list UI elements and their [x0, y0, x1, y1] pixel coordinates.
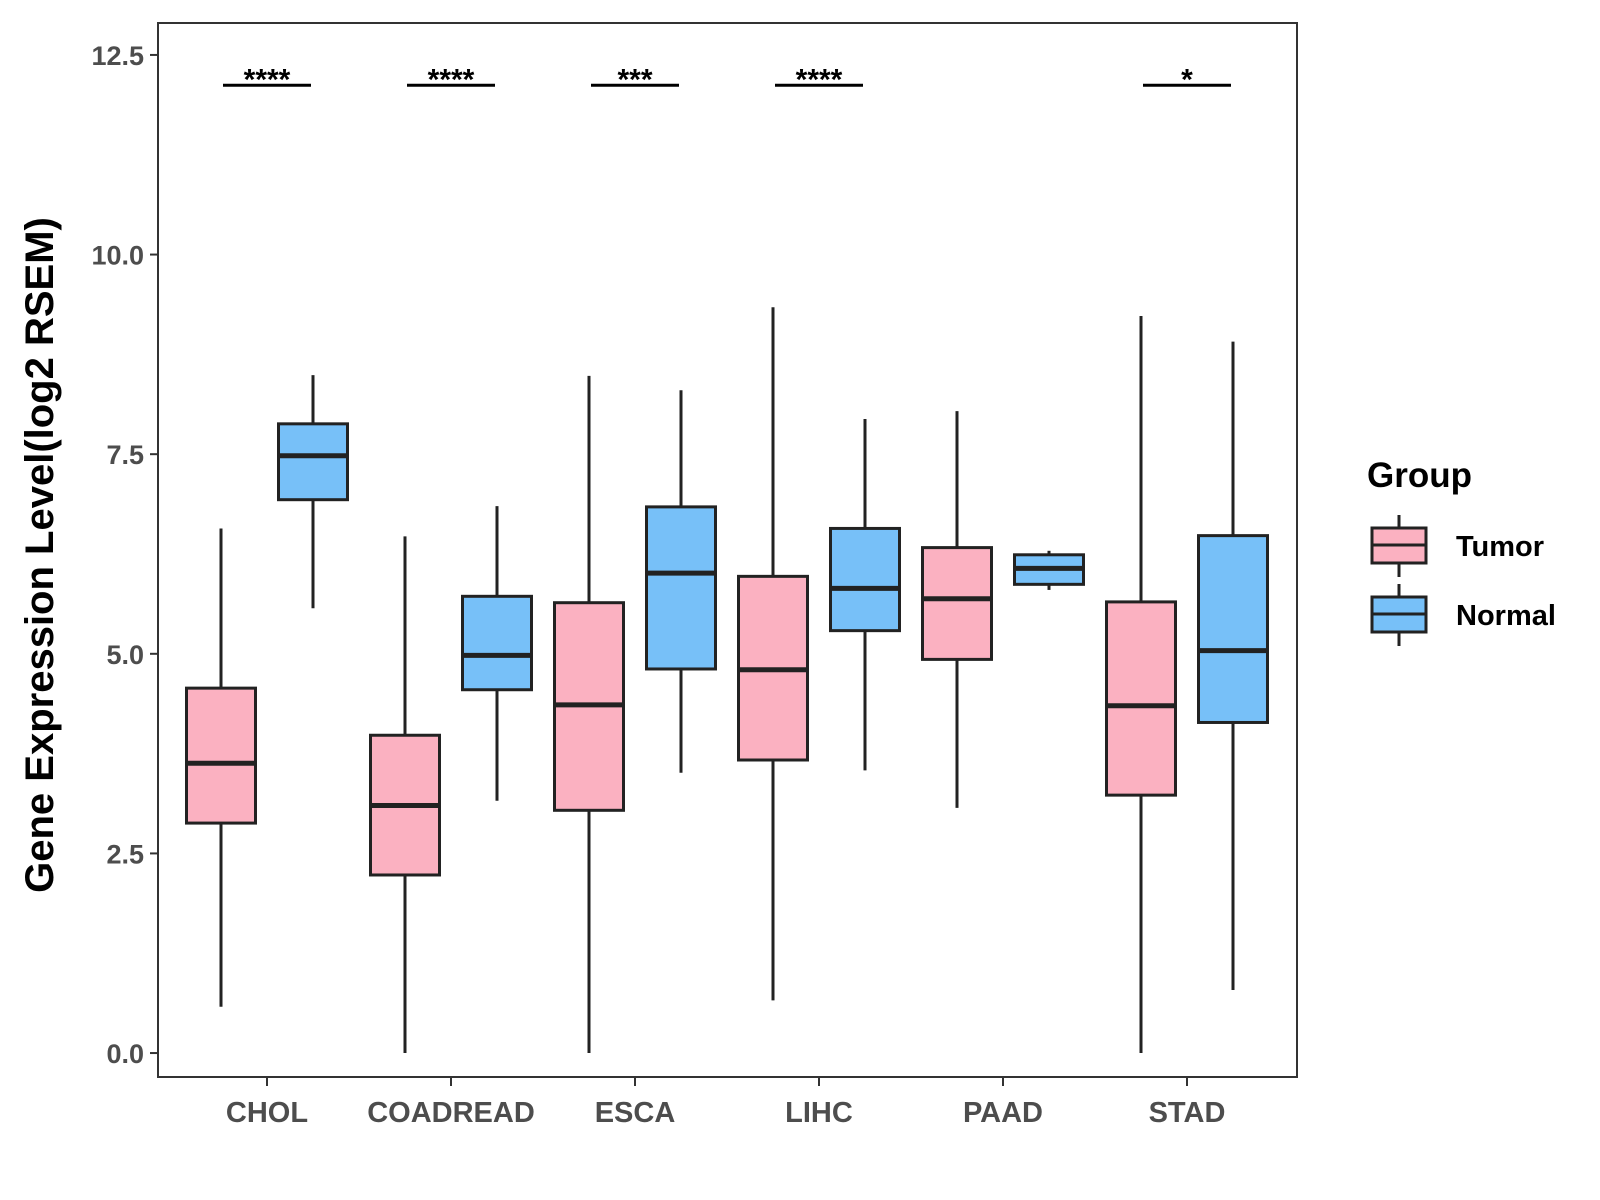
legend-normal-label: Normal	[1456, 600, 1556, 632]
significance-esca: ***	[591, 63, 679, 96]
y-tick-label: 10.0	[91, 241, 144, 271]
box-body	[829, 526, 901, 633]
legend-entry-normal: Normal	[1370, 584, 1556, 646]
significance-stad: *	[1143, 63, 1231, 96]
x-tick-label: STAD	[1149, 1097, 1226, 1129]
y-axis-title: Gene Expression Level(log2 RSEM)	[18, 217, 62, 893]
significance-coadread: ****	[407, 63, 495, 96]
x-tick-label: CHOL	[226, 1097, 308, 1129]
box-normal-paad	[1013, 550, 1085, 590]
box-normal-chol	[277, 375, 349, 609]
significance-chol: ****	[223, 63, 311, 96]
y-tick-label: 2.5	[106, 839, 144, 869]
y-tick-label: 7.5	[106, 440, 144, 470]
box-tumor-paad	[921, 411, 993, 808]
box-body	[185, 686, 257, 825]
plot-area: 0.0 2.5 5.0 7.5 10.0 12.5 CHOL COADREAD ESCA LIHC…	[91, 22, 1298, 1129]
significance-label: *	[1181, 63, 1193, 96]
legend-tumor-label: Tumor	[1456, 531, 1544, 563]
y-tick-label: 5.0	[106, 640, 144, 670]
significance-label: ****	[244, 63, 291, 96]
box-tumor-chol	[185, 528, 257, 1007]
box-body	[921, 546, 993, 661]
x-tick-label: COADREAD	[367, 1097, 535, 1129]
box-normal-coadread	[461, 506, 533, 801]
y-tick-label: 12.5	[91, 41, 144, 71]
box-body	[645, 505, 717, 671]
significance-label: ****	[428, 63, 475, 96]
box-body	[1197, 534, 1269, 724]
box-normal-lihc	[829, 419, 901, 771]
box-normal-stad	[1197, 341, 1269, 990]
legend-title: Group	[1367, 456, 1472, 495]
x-tick-label: LIHC	[785, 1097, 853, 1129]
x-tick-label: ESCA	[595, 1097, 676, 1129]
x-tick-label: PAAD	[963, 1097, 1043, 1129]
box-tumor-lihc	[737, 307, 809, 1001]
box-body	[277, 422, 349, 502]
box-body	[461, 594, 533, 692]
significance-label: ***	[617, 63, 652, 96]
significance-lihc: ****	[775, 63, 863, 96]
box-tumor-coadread	[369, 536, 441, 1054]
legend-entry-tumor: Tumor	[1370, 515, 1544, 577]
y-tick-label: 0.0	[106, 1039, 144, 1069]
legend: Group Tumor Normal	[1367, 456, 1556, 646]
box-tumor-stad	[1105, 316, 1177, 1054]
plot-panel-border	[157, 22, 1298, 1078]
significance-label: ****	[796, 63, 843, 96]
box-body	[1105, 600, 1177, 797]
box-tumor-esca	[553, 375, 625, 1054]
box-normal-esca	[645, 390, 717, 773]
